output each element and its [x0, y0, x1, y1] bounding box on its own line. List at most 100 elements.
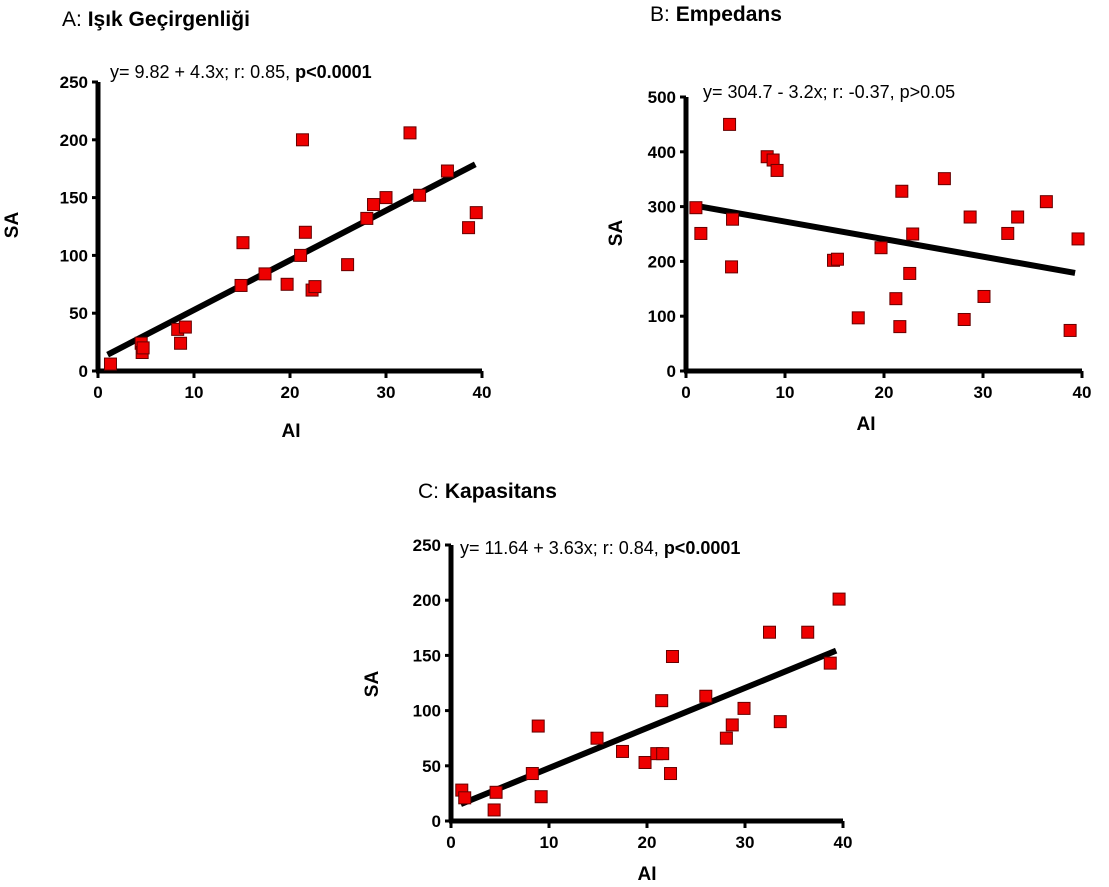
panel-c-y-tick-label: 200: [413, 591, 441, 610]
panel-c-x-tick-label: 10: [540, 833, 559, 852]
panel-c-data-point: [616, 744, 629, 758]
panel-b-equation: y= 304.7 - 3.2x; r: -0.37, p>0.05: [703, 82, 955, 102]
panel-b-data-point: [906, 227, 920, 241]
panel-a-data-point: [103, 357, 117, 371]
panel-c-data-point: [590, 731, 604, 745]
panel-a-y-tick-label: 50: [69, 304, 88, 323]
panel-b-data-point: [726, 212, 740, 226]
panel-b-data-point: [1071, 232, 1085, 246]
panel-c-data-point: [487, 803, 501, 817]
panel-c: C: Kapasitans y= 11.64 + 3.63x; r: 0.84,…: [362, 480, 852, 885]
panel-b-title: B: Empedans: [650, 3, 782, 26]
panel-a-y-tick-label: 250: [60, 73, 88, 92]
panel-a-y-tick-label: 200: [60, 131, 88, 150]
panel-c-data-point: [458, 791, 472, 805]
panel-c-data-point: [664, 767, 678, 781]
panel-b-data-point: [723, 117, 737, 131]
panel-c-x-axis-label: AI: [638, 864, 657, 885]
panel-a-data-point: [234, 278, 248, 292]
panel-b-x-tick-label: 20: [875, 383, 894, 402]
panel-a-data-point: [360, 211, 374, 225]
panel-c-data-point: [773, 715, 787, 729]
panel-a-data-point: [413, 188, 427, 202]
panel-a-x-tick-label: 30: [377, 383, 396, 402]
panel-c-data-point: [737, 701, 751, 715]
panel-a-data-point: [341, 258, 355, 272]
panel-c-data-point: [531, 719, 545, 733]
panel-c-data-point: [656, 747, 670, 761]
panel-b-x-tick-label: 30: [974, 383, 993, 402]
panel-b-data-point: [977, 289, 991, 303]
panel-a-y-axis-label: SA: [2, 212, 23, 239]
panel-c-data-point: [525, 767, 539, 781]
panel-a-data-point: [295, 133, 309, 147]
panel-a: A: Işık Geçirgenliği y= 9.82 + 4.3x; r: …: [2, 8, 491, 442]
panel-c-equation: y= 11.64 + 3.63x; r: 0.84, p<0.0001: [460, 538, 740, 558]
panel-a-data-point: [236, 236, 250, 250]
panel-c-data-point: [489, 785, 503, 799]
panel-a-y-tick-label: 150: [60, 189, 88, 208]
panel-c-data-point: [801, 625, 815, 639]
panel-c-data-point: [832, 592, 846, 606]
panel-c-x-tick-label: 20: [638, 833, 657, 852]
panel-b-data-point: [851, 311, 865, 325]
panel-c-x-tick-label: 0: [446, 833, 455, 852]
panel-b-data-point: [1001, 226, 1015, 240]
panel-a-data-point: [174, 336, 188, 350]
panel-b-data-point: [689, 201, 703, 215]
panel-a-x-axis-label: AI: [282, 421, 301, 442]
panel-b-x-axis-label: AI: [857, 414, 876, 435]
panel-a-x-tick-label: 40: [473, 383, 492, 402]
panel-c-y-tick-label: 250: [413, 536, 441, 555]
panel-c-data-point: [638, 755, 652, 769]
panel-b-y-tick-label: 500: [648, 88, 676, 107]
panel-a-data-point: [308, 280, 322, 294]
panel-c-x-tick-label: 30: [736, 833, 755, 852]
panel-a-data-point: [280, 277, 294, 291]
panel-c-data-point: [665, 650, 679, 664]
panel-b-y-tick-label: 0: [667, 362, 676, 381]
panel-a-data-point: [258, 267, 272, 281]
panel-b-data-point: [1063, 323, 1077, 337]
panel-b-data-point: [1011, 210, 1025, 224]
panel-c-y-axis-label: SA: [362, 671, 383, 698]
panel-c-y-tick-label: 100: [413, 702, 441, 721]
panel-c-data-point: [719, 731, 733, 745]
panel-a-data-point: [367, 198, 381, 212]
panel-b-data-point: [1039, 195, 1053, 209]
panel-b-data-point: [889, 292, 903, 306]
panel-b-data-point: [903, 266, 917, 280]
panel-c-data-point: [823, 656, 837, 670]
panel-a-data-point: [178, 320, 192, 334]
panel-b-x-tick-label: 0: [681, 383, 690, 402]
panel-a-y-tick-label: 0: [79, 362, 88, 381]
panel-a-data-point: [462, 221, 476, 235]
panel-b-x-tick-label: 40: [1073, 383, 1092, 402]
panel-c-data-point: [763, 625, 776, 639]
panel-b-data-point: [893, 320, 907, 334]
panel-b-y-axis-label: SA: [606, 220, 627, 247]
panel-b-data-point: [963, 210, 977, 224]
panel-a-data-point: [136, 341, 150, 355]
panel-c-data-point: [725, 718, 739, 732]
panel-a-x-tick-label: 0: [93, 383, 102, 402]
panel-c-x-tick-label: 40: [834, 833, 853, 852]
panel-a-data-point: [469, 206, 483, 220]
panel-c-data-point: [534, 790, 548, 804]
panel-a-data-point: [440, 164, 454, 178]
panel-c-y-tick-label: 150: [413, 646, 441, 665]
panel-b: B: Empedans y= 304.7 - 3.2x; r: -0.37, p…: [606, 3, 1091, 435]
panel-b-data-point: [874, 241, 888, 255]
panel-b-data-point: [770, 163, 784, 177]
panel-b-data-point: [694, 226, 708, 240]
panel-b-y-tick-label: 100: [648, 307, 676, 326]
panel-b-data-point: [895, 184, 909, 198]
panel-a-y-tick-label: 100: [60, 246, 88, 265]
panel-c-regression-line: [459, 647, 838, 807]
panel-c-data-point: [655, 694, 669, 708]
panel-b-regression-line: [695, 202, 1076, 276]
panel-a-x-tick-label: 10: [185, 383, 204, 402]
panel-c-title: C: Kapasitans: [418, 480, 557, 503]
panel-a-data-point: [298, 225, 312, 239]
